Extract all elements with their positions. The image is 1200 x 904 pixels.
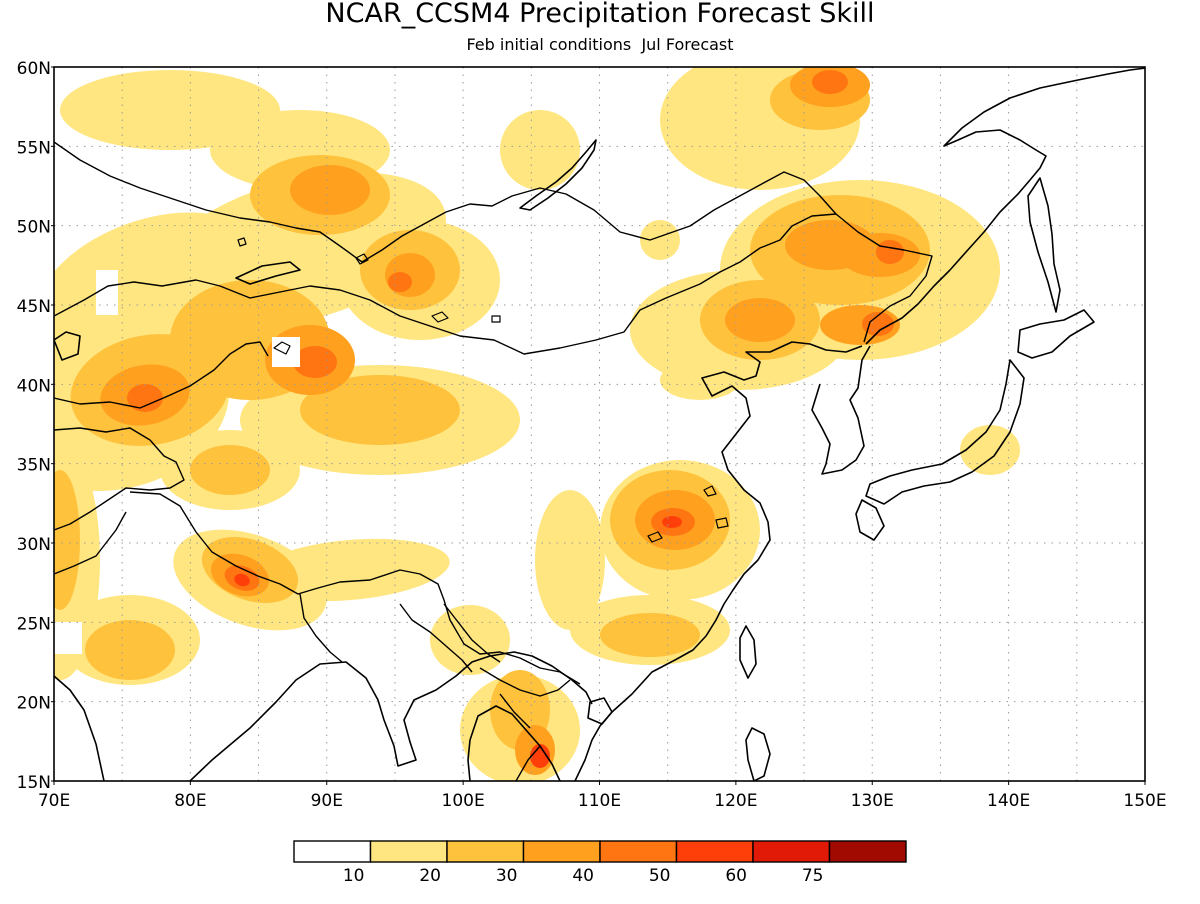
colorbar-label: 20 (419, 866, 441, 886)
skill-shading (54, 67, 1020, 781)
latitude-label: 20N (17, 694, 51, 714)
skill-patch (960, 425, 1020, 475)
colorbar-label: 75 (802, 866, 824, 886)
latitude-label: 30N (17, 535, 51, 555)
longitude-label: 110E (578, 791, 621, 811)
korea-coastline (811, 345, 871, 475)
colorbar-label: 60 (725, 866, 747, 886)
skill-patch (600, 613, 700, 657)
kyushu-coastline (855, 499, 885, 541)
colorbar-label: 10 (343, 866, 365, 886)
longitude-label: 130E (851, 791, 894, 811)
colorbar-swatch (522, 840, 601, 863)
longitude-label: 80E (174, 791, 206, 811)
skill-patch (640, 220, 680, 260)
skill-patch (388, 272, 412, 292)
central-asia-borders (54, 341, 269, 531)
sakhalin-coastline (1027, 177, 1061, 313)
latitude-label: 55N (17, 138, 51, 158)
latitude-label: 40N (17, 376, 51, 396)
skill-patch (234, 573, 250, 587)
coastlines (54, 67, 1145, 781)
latitude-label: 45N (17, 297, 51, 317)
longitude-label: 100E (442, 791, 485, 811)
skill-patch (54, 470, 80, 610)
skill-patch (85, 620, 175, 680)
skill-patch (812, 70, 848, 94)
hainan-coastline (587, 697, 613, 725)
skill-patch (60, 70, 280, 150)
east-asia-coastline (574, 341, 863, 781)
aral-sea (54, 331, 81, 361)
colorbar-swatch (752, 840, 831, 863)
skill-patch (500, 110, 580, 190)
mongolia-border (339, 213, 837, 355)
himalaya-border (129, 491, 445, 601)
inland-lakes (237, 237, 729, 543)
russia-pacific-coastline (865, 67, 1145, 345)
skill-patch (293, 346, 337, 378)
luzon-coastline (745, 727, 771, 781)
south-asia-borders (54, 511, 501, 673)
south-asia-coastline (54, 675, 105, 781)
skill-patch (535, 490, 605, 630)
hokkaido-coastline (1017, 309, 1095, 359)
china-sw-border (443, 599, 581, 685)
colorbar-swatch (293, 840, 372, 863)
indochina-coastline (467, 705, 561, 781)
latitude-label: 25N (17, 614, 51, 634)
chart-subtitle: Feb initial conditions Jul Forecast (466, 35, 733, 54)
skill-patch (190, 445, 270, 495)
colorbar: 10 20 30 40 50 60 75 (293, 840, 907, 886)
skill-patch (290, 165, 370, 215)
colorbar-swatch (828, 840, 907, 863)
colorbar-label: 50 (649, 866, 671, 886)
longitude-label: 90E (311, 791, 343, 811)
latitude-label: 60N (17, 59, 51, 79)
longitude-label: 150E (1123, 791, 1166, 811)
colorbar-label: 30 (496, 866, 518, 886)
longitude-label: 70E (38, 791, 70, 811)
skill-patch (725, 298, 795, 342)
colorbar-swatch (675, 840, 754, 863)
skill-patch (300, 375, 460, 445)
skill-patch (876, 240, 904, 264)
skill-patch (250, 538, 450, 602)
latitude-label: 35N (17, 456, 51, 476)
kazakhstan-border (54, 279, 341, 317)
chart-title: NCAR_CCSM4 Precipitation Forecast Skill (325, 0, 874, 29)
missing-data-cell (96, 270, 118, 315)
skill-patch (530, 744, 550, 768)
longitude-label: 140E (987, 791, 1030, 811)
colorbar-swatch (369, 840, 448, 863)
taiwan-coastline (739, 625, 757, 679)
skill-patch (660, 360, 740, 400)
latitude-label: 15N (17, 773, 51, 793)
latitude-labels: 15N 20N 25N 30N 35N 40N 45N 50N 55N 60N (17, 59, 54, 793)
missing-data-cell (54, 622, 82, 654)
lake-balkhash (235, 261, 301, 285)
latitude-label: 50N (17, 218, 51, 238)
skill-patch (862, 312, 894, 336)
skill-patch (127, 384, 163, 412)
missing-data-cell (272, 337, 300, 367)
skill-patch (662, 516, 682, 528)
colorbar-label: 40 (572, 866, 594, 886)
lake-baikal (519, 139, 597, 211)
longitude-label: 120E (714, 791, 757, 811)
honshu-coastline (865, 359, 1025, 505)
indochina-borders (479, 667, 571, 781)
bengal-coastline (189, 651, 593, 781)
colorbar-swatch (599, 840, 678, 863)
colorbar-swatch (446, 840, 525, 863)
russia-border (54, 141, 933, 343)
longitude-labels: 70E 80E 90E 100E 110E 120E 130E 140E 150E (38, 781, 1167, 811)
